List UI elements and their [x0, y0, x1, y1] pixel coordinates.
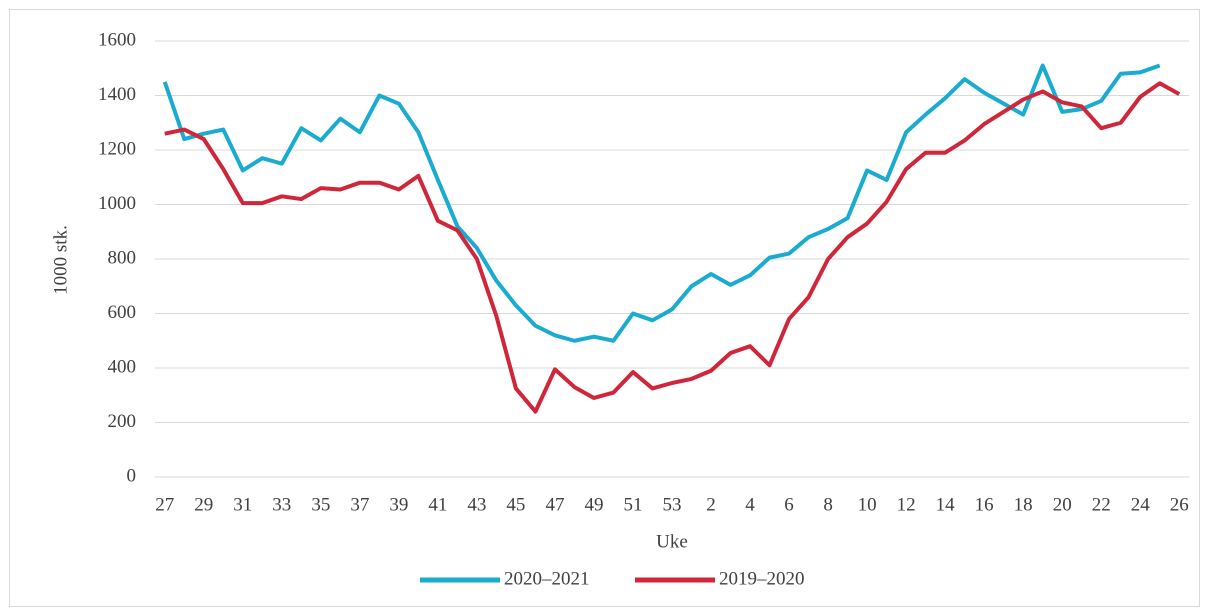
x-tick-label: 6	[784, 494, 794, 515]
series-line	[164, 81, 1181, 414]
y-axis-label: 1000 stk.	[50, 225, 71, 295]
y-tick-label: 1000	[98, 193, 136, 214]
x-tick-label: 14	[936, 494, 956, 515]
x-tick-label: 26	[1170, 494, 1189, 515]
x-tick-label: 31	[233, 494, 252, 515]
x-tick-label: 20	[1053, 494, 1072, 515]
y-tick-label: 600	[108, 302, 137, 323]
y-tick-label: 800	[108, 247, 137, 268]
x-axis-label: Uke	[656, 531, 688, 552]
y-tick-label: 1400	[98, 84, 136, 105]
x-tick-label: 27	[155, 494, 174, 515]
x-tick-label: 45	[506, 494, 525, 515]
x-tick-label: 12	[897, 494, 916, 515]
legend-label: 2020–2021	[504, 568, 590, 589]
y-tick-label: 200	[108, 411, 137, 432]
y-tick-label: 1200	[98, 138, 136, 159]
x-tick-label: 2	[706, 494, 716, 515]
x-tick-label: 39	[389, 494, 408, 515]
x-tick-label: 4	[745, 494, 755, 515]
chart-frame	[9, 9, 1200, 607]
y-tick-label: 1600	[98, 29, 136, 50]
x-tick-label: 41	[428, 494, 447, 515]
x-tick-label: 29	[194, 494, 213, 515]
y-tick-label: 0	[127, 465, 137, 486]
x-tick-label: 8	[823, 494, 833, 515]
x-tick-label: 24	[1131, 494, 1151, 515]
x-tick-label: 43	[467, 494, 486, 515]
x-tick-label: 18	[1014, 494, 1033, 515]
y-tick-label: 400	[108, 356, 137, 377]
x-tick-label: 10	[858, 494, 877, 515]
x-tick-label: 35	[311, 494, 330, 515]
x-tick-label: 16	[975, 494, 994, 515]
x-tick-label: 37	[350, 494, 369, 515]
x-tick-label: 53	[663, 494, 682, 515]
x-tick-label: 22	[1092, 494, 1111, 515]
legend-label: 2019–2020	[719, 568, 805, 589]
x-tick-label: 49	[584, 494, 603, 515]
series-line	[162, 63, 1161, 343]
x-tick-label: 47	[545, 494, 564, 515]
x-tick-label: 33	[272, 494, 291, 515]
x-tick-label: 51	[623, 494, 642, 515]
